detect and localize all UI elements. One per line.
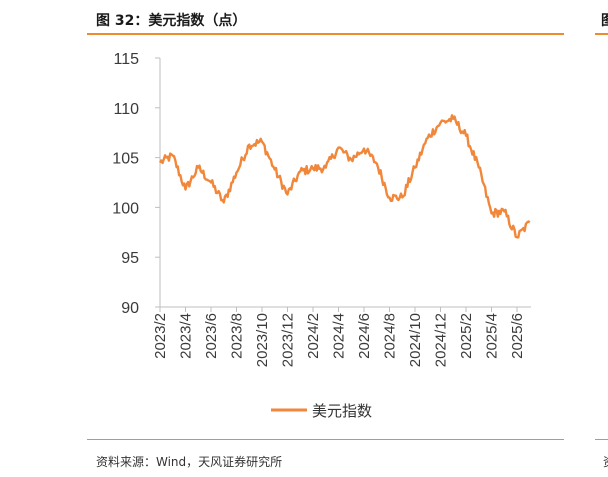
- source-divider: [87, 439, 564, 440]
- x-tick-label: 2024/12: [433, 313, 450, 367]
- series-layer: [158, 114, 531, 239]
- x-tick-label: 2023/2: [152, 313, 169, 359]
- y-tick-label: 110: [113, 101, 139, 118]
- x-tick-label: 2025/2: [458, 313, 475, 359]
- source-note: 资料来源：Wind，天风证券研究所: [96, 455, 283, 469]
- y-tick-label: 100: [112, 200, 139, 217]
- x-tick-label: 2023/10: [254, 313, 271, 367]
- legend: 美元指数: [271, 402, 372, 420]
- title-divider: [87, 33, 564, 35]
- legend-label: 美元指数: [312, 402, 372, 420]
- next-title-divider: [595, 33, 608, 35]
- x-tick-label: 2025/4: [484, 313, 501, 359]
- y-axis: 90 95 100 105 110 115: [112, 51, 161, 317]
- x-tick-label: 2023/8: [229, 313, 246, 359]
- y-tick-label: 115: [113, 51, 139, 68]
- x-tick-label: 2024/4: [331, 313, 348, 359]
- figure-title: 图 32：美元指数（点）: [96, 13, 247, 29]
- series-line-dollar-index: [158, 114, 531, 239]
- y-tick-label: 90: [121, 300, 139, 317]
- x-tick-label: 2023/4: [178, 313, 195, 359]
- x-tick-label: 2025/6: [509, 313, 526, 359]
- next-source-divider: [595, 439, 608, 440]
- y-tick-label: 105: [112, 151, 139, 168]
- x-tick-label: 2024/8: [382, 313, 399, 359]
- x-tick-label: 2023/12: [280, 313, 297, 367]
- x-tick-label: 2024/6: [356, 313, 373, 359]
- x-axis: 2023/2 2023/4 2023/6 2023/8 2023/10 2023/12 20…: [152, 306, 531, 367]
- next-source-fragment: 资: [603, 453, 608, 470]
- x-tick-label: 2024/2: [305, 313, 322, 359]
- x-tick-label: 2024/10: [407, 313, 424, 367]
- y-tick-label: 95: [121, 250, 139, 267]
- next-figure-title-fragment: 图: [601, 10, 608, 30]
- x-tick-label: 2023/6: [203, 313, 220, 359]
